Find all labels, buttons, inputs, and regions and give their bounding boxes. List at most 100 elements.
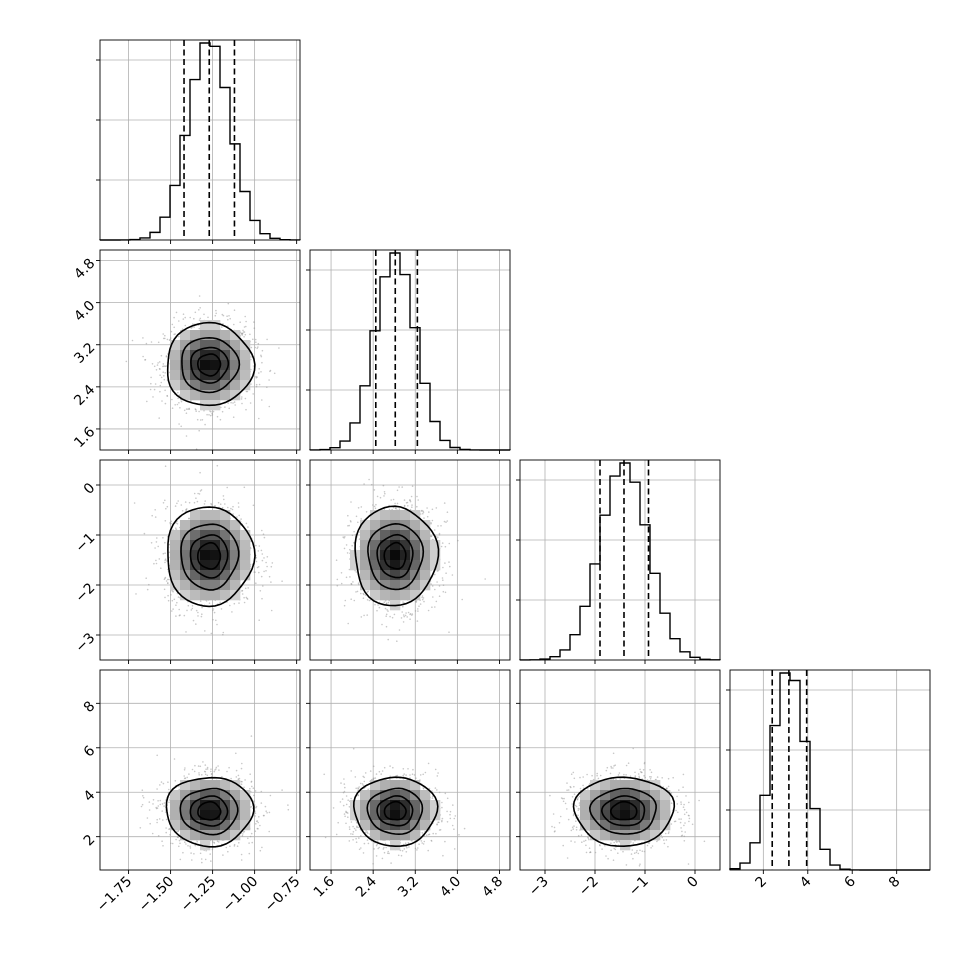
sample-point bbox=[229, 317, 231, 320]
sample-point bbox=[268, 575, 271, 578]
sample-point bbox=[383, 495, 385, 497]
sample-point bbox=[335, 559, 338, 561]
sample-point bbox=[442, 579, 444, 581]
density-cell bbox=[220, 570, 231, 581]
sample-point bbox=[164, 576, 167, 579]
sample-point bbox=[419, 513, 422, 515]
sample-point bbox=[258, 571, 260, 574]
sample-point bbox=[224, 503, 226, 505]
density-cell bbox=[420, 570, 431, 581]
contour-level-1 bbox=[180, 523, 240, 591]
sample-point bbox=[233, 401, 236, 403]
sample-point bbox=[176, 502, 178, 505]
sample-point bbox=[171, 398, 173, 401]
density-cell bbox=[230, 540, 241, 551]
sample-point bbox=[149, 388, 152, 391]
sample-point bbox=[233, 323, 235, 326]
sample-point bbox=[212, 410, 215, 413]
sample-point bbox=[352, 581, 354, 583]
sample-point bbox=[243, 596, 245, 599]
density-cell bbox=[220, 580, 231, 591]
density-cells bbox=[170, 510, 251, 601]
density-cell bbox=[190, 590, 201, 601]
density-cell bbox=[210, 590, 221, 601]
sample-point bbox=[255, 383, 258, 386]
sample-point bbox=[238, 602, 240, 604]
sample-point bbox=[198, 493, 201, 495]
sample-point bbox=[199, 471, 201, 474]
sample-point bbox=[387, 601, 390, 604]
sample-point bbox=[163, 378, 166, 381]
sample-point bbox=[161, 400, 163, 402]
sample-point bbox=[237, 502, 240, 504]
panel-grid bbox=[100, 40, 300, 240]
sample-point bbox=[157, 545, 159, 548]
density-cell bbox=[240, 540, 251, 551]
sample-point bbox=[252, 365, 255, 367]
sample-point bbox=[407, 505, 409, 507]
sample-point bbox=[226, 486, 228, 489]
sample-point bbox=[142, 337, 144, 339]
sample-point bbox=[409, 499, 411, 501]
density-cell bbox=[240, 360, 251, 371]
sample-point bbox=[169, 521, 171, 524]
panel-2-1 bbox=[306, 459, 511, 664]
density-cell bbox=[380, 540, 391, 551]
sample-point bbox=[260, 549, 263, 552]
sample-point bbox=[365, 511, 368, 513]
sample-point bbox=[449, 565, 451, 568]
density-cell bbox=[180, 560, 191, 571]
sample-point bbox=[431, 508, 434, 511]
density-cell bbox=[230, 330, 241, 341]
sample-point bbox=[245, 325, 247, 328]
sample-point bbox=[384, 607, 387, 610]
sample-point bbox=[135, 593, 137, 595]
sample-point bbox=[146, 588, 149, 591]
sample-point bbox=[444, 545, 447, 548]
sample-point bbox=[159, 799, 162, 802]
sample-point bbox=[444, 562, 446, 564]
sample-point bbox=[201, 419, 204, 421]
sample-point bbox=[244, 315, 246, 318]
density-cell bbox=[380, 550, 391, 561]
sample-point bbox=[345, 576, 348, 579]
sample-point bbox=[417, 610, 419, 612]
sample-point bbox=[192, 619, 195, 622]
sample-point bbox=[398, 629, 401, 631]
density-cell bbox=[180, 590, 191, 601]
sample-point bbox=[366, 614, 369, 616]
sample-point bbox=[195, 497, 197, 500]
sample-point bbox=[422, 597, 425, 599]
sample-point bbox=[210, 502, 212, 505]
sample-point bbox=[401, 486, 404, 488]
sample-point bbox=[195, 623, 197, 625]
sample-point bbox=[270, 581, 272, 583]
sample-point bbox=[162, 552, 165, 555]
sample-point bbox=[170, 522, 172, 525]
sample-point bbox=[227, 402, 229, 404]
sample-point bbox=[185, 412, 188, 415]
sample-point bbox=[400, 617, 403, 619]
sample-point bbox=[175, 311, 178, 314]
sample-point bbox=[410, 495, 413, 498]
sample-point bbox=[155, 369, 158, 371]
sample-point bbox=[426, 507, 428, 509]
sample-point bbox=[345, 544, 348, 546]
contour-level-0 bbox=[166, 321, 256, 407]
sample-point bbox=[204, 764, 207, 766]
sample-point bbox=[266, 556, 269, 558]
sample-point bbox=[160, 381, 163, 384]
density-cell bbox=[220, 330, 231, 341]
sample-point bbox=[158, 417, 160, 419]
sample-point bbox=[360, 592, 362, 595]
sample-point bbox=[258, 545, 261, 547]
density-cell bbox=[390, 550, 401, 561]
panel-2-0: −3−2−10 bbox=[72, 459, 301, 664]
density-cell bbox=[200, 330, 211, 341]
sample-point bbox=[262, 533, 265, 535]
sample-point bbox=[199, 419, 202, 421]
sample-point bbox=[228, 407, 230, 410]
sample-point bbox=[357, 583, 360, 586]
sample-point bbox=[414, 610, 417, 612]
density-cell bbox=[210, 560, 221, 571]
